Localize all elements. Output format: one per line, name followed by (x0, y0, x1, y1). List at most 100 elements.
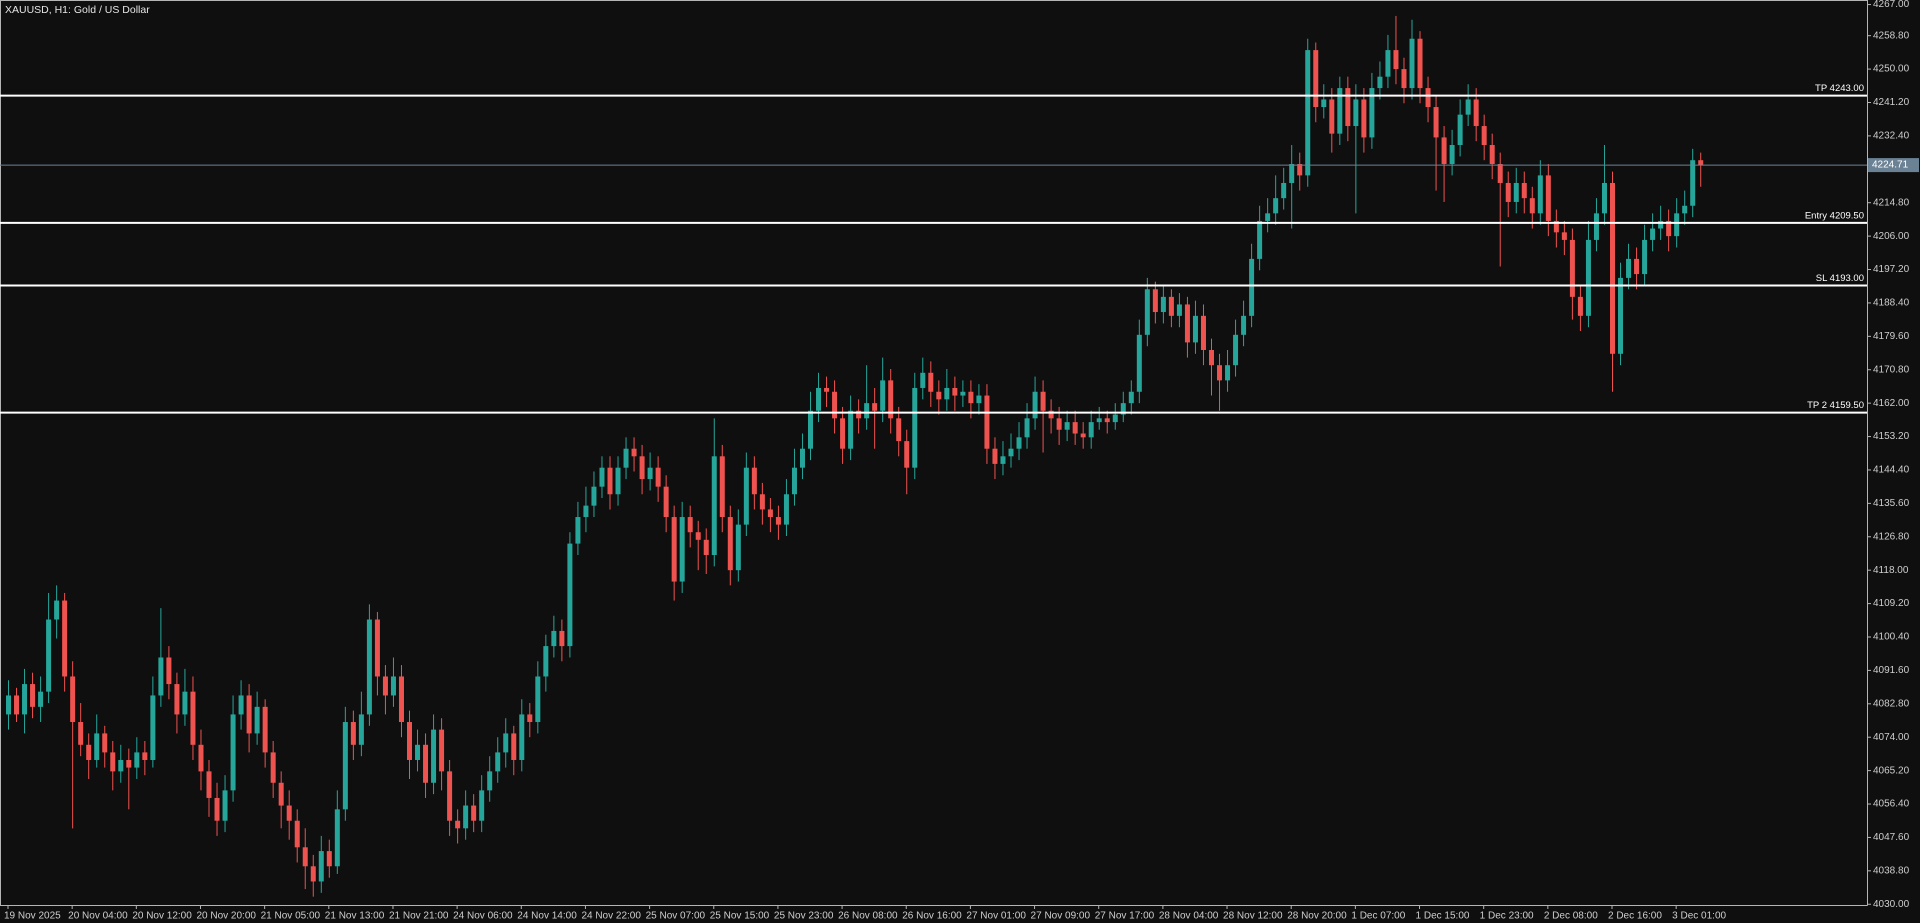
candle-body (294, 820, 300, 848)
candle-body (214, 797, 220, 821)
candle-body (158, 657, 164, 696)
y-tick-label: 4250.00 (1873, 64, 1910, 75)
candle-body (1682, 205, 1688, 214)
candle-body (1305, 50, 1311, 176)
y-tick-label: 4047.60 (1873, 832, 1910, 843)
y-tick-label: 4170.80 (1873, 364, 1910, 375)
candle-body (904, 441, 910, 468)
candle-body (230, 714, 236, 791)
candle-body (535, 676, 541, 723)
candle-body (1658, 220, 1664, 229)
candle-body (174, 684, 180, 715)
candle-body (1465, 99, 1471, 115)
candle-body (318, 851, 324, 882)
candle-body (166, 657, 172, 685)
candle-body (719, 456, 725, 518)
candle-body (767, 509, 773, 518)
candle-body (415, 744, 421, 760)
candle-body (880, 380, 886, 411)
candle-body (663, 486, 669, 518)
x-tick-label: 27 Nov 01:00 (966, 911, 1026, 922)
candle-body (390, 676, 396, 696)
candle-body (639, 456, 645, 480)
candle-body (30, 684, 36, 707)
candle-body (142, 752, 148, 760)
candle-body (310, 866, 316, 882)
candle-body (1698, 160, 1704, 166)
y-tick-label: 4118.00 (1873, 565, 1909, 576)
x-tick-label: 25 Nov 07:00 (646, 911, 706, 922)
candle-body (1473, 99, 1479, 127)
candle-body (679, 517, 685, 582)
candle-body (1585, 239, 1591, 316)
candle-body (398, 676, 404, 723)
candle-body (1104, 418, 1110, 423)
candle-body (976, 395, 982, 404)
candle-body (1369, 88, 1375, 138)
candle-body (1353, 99, 1359, 127)
candle-body (463, 805, 469, 829)
candle-body (1088, 422, 1094, 438)
y-tick-label: 4179.60 (1873, 331, 1910, 342)
candle-body (326, 851, 332, 867)
candle-body (1128, 391, 1134, 404)
candle-body (727, 517, 733, 571)
candle-body (1032, 391, 1038, 419)
candle-body (190, 691, 196, 745)
candle-body (912, 387, 918, 468)
candle-body (944, 387, 950, 400)
candle-body (607, 467, 613, 495)
candle-body (1513, 182, 1519, 202)
candle-body (1345, 88, 1351, 127)
candle-body (1441, 137, 1447, 164)
candle-body (1136, 334, 1142, 392)
candle-body (1225, 365, 1231, 381)
candle-body (1024, 418, 1030, 438)
candle-body (1217, 365, 1223, 381)
level-label: SL 4193.00 (1816, 273, 1864, 284)
candle-body (1642, 239, 1648, 275)
candle-body (1337, 88, 1343, 134)
candle-body (671, 517, 677, 582)
candle-body (254, 706, 260, 734)
candle-body (1233, 334, 1239, 366)
candle-body (350, 722, 356, 745)
candle-body (46, 619, 52, 692)
candle-body (1593, 213, 1599, 240)
candle-body (22, 684, 28, 715)
x-tick-label: 2 Dec 16:00 (1608, 911, 1662, 922)
candle-body (711, 456, 717, 555)
candle-body (1626, 258, 1632, 278)
candle-body (278, 782, 284, 806)
candle-body (238, 695, 244, 715)
candle-body (471, 805, 477, 821)
candle-body (1321, 99, 1327, 108)
candle-body (647, 467, 653, 480)
candle-body (1257, 220, 1263, 259)
x-tick-label: 28 Nov 12:00 (1223, 911, 1283, 922)
candle-body (615, 467, 621, 495)
candle-body (1072, 422, 1078, 434)
candle-body (1577, 296, 1583, 316)
candle-body (511, 733, 517, 760)
candle-body (743, 467, 749, 525)
x-tick-label: 3 Dec 01:00 (1672, 911, 1726, 922)
y-tick-label: 4091.60 (1873, 665, 1910, 676)
x-tick-label: 24 Nov 22:00 (581, 911, 641, 922)
candle-body (559, 630, 565, 647)
candle-body (1040, 391, 1046, 411)
candle-body (262, 706, 268, 753)
y-tick-label: 4258.80 (1873, 30, 1910, 41)
candle-body (896, 418, 902, 442)
candle-body (984, 395, 990, 449)
candle-body (1281, 182, 1287, 199)
candle-body (14, 695, 20, 715)
candle-body (38, 691, 44, 707)
candle-body (1056, 418, 1062, 430)
x-tick-label: 27 Nov 09:00 (1031, 911, 1091, 922)
candle-body (759, 494, 765, 510)
candle-body (936, 391, 942, 400)
x-tick-label: 28 Nov 20:00 (1287, 911, 1347, 922)
candle-body (334, 809, 340, 867)
candle-body (118, 759, 124, 772)
